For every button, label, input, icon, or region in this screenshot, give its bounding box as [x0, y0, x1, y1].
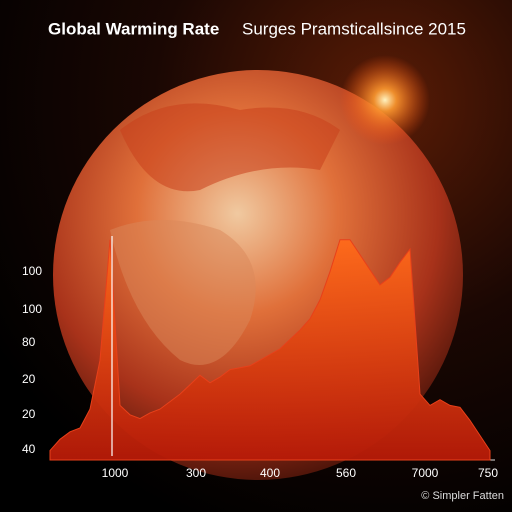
x-tick-label: 300	[186, 466, 206, 480]
x-tick-label: 1000	[102, 466, 129, 480]
y-tick-label: 40	[22, 442, 36, 456]
y-tick-label: 80	[22, 335, 36, 349]
y-tick-label: 100	[22, 302, 42, 316]
continent	[110, 220, 256, 365]
y-tick-label: 20	[22, 372, 36, 386]
credit: © Simpler Fatten	[421, 490, 504, 502]
x-tick-label: 750	[478, 466, 498, 480]
continent	[120, 103, 340, 192]
area	[49, 239, 491, 461]
chart-title: Global Warming Rate	[48, 19, 219, 38]
x-tick-label: 7000	[412, 466, 439, 480]
y-tick-label: 20	[22, 407, 36, 421]
y-tick-label: 100	[22, 264, 42, 278]
x-tick-label: 400	[260, 466, 280, 480]
x-tick-label: 560	[336, 466, 356, 480]
sun-glare	[340, 55, 430, 145]
chart-subtitle: Surges Pramsticallsince 2015	[242, 19, 466, 38]
